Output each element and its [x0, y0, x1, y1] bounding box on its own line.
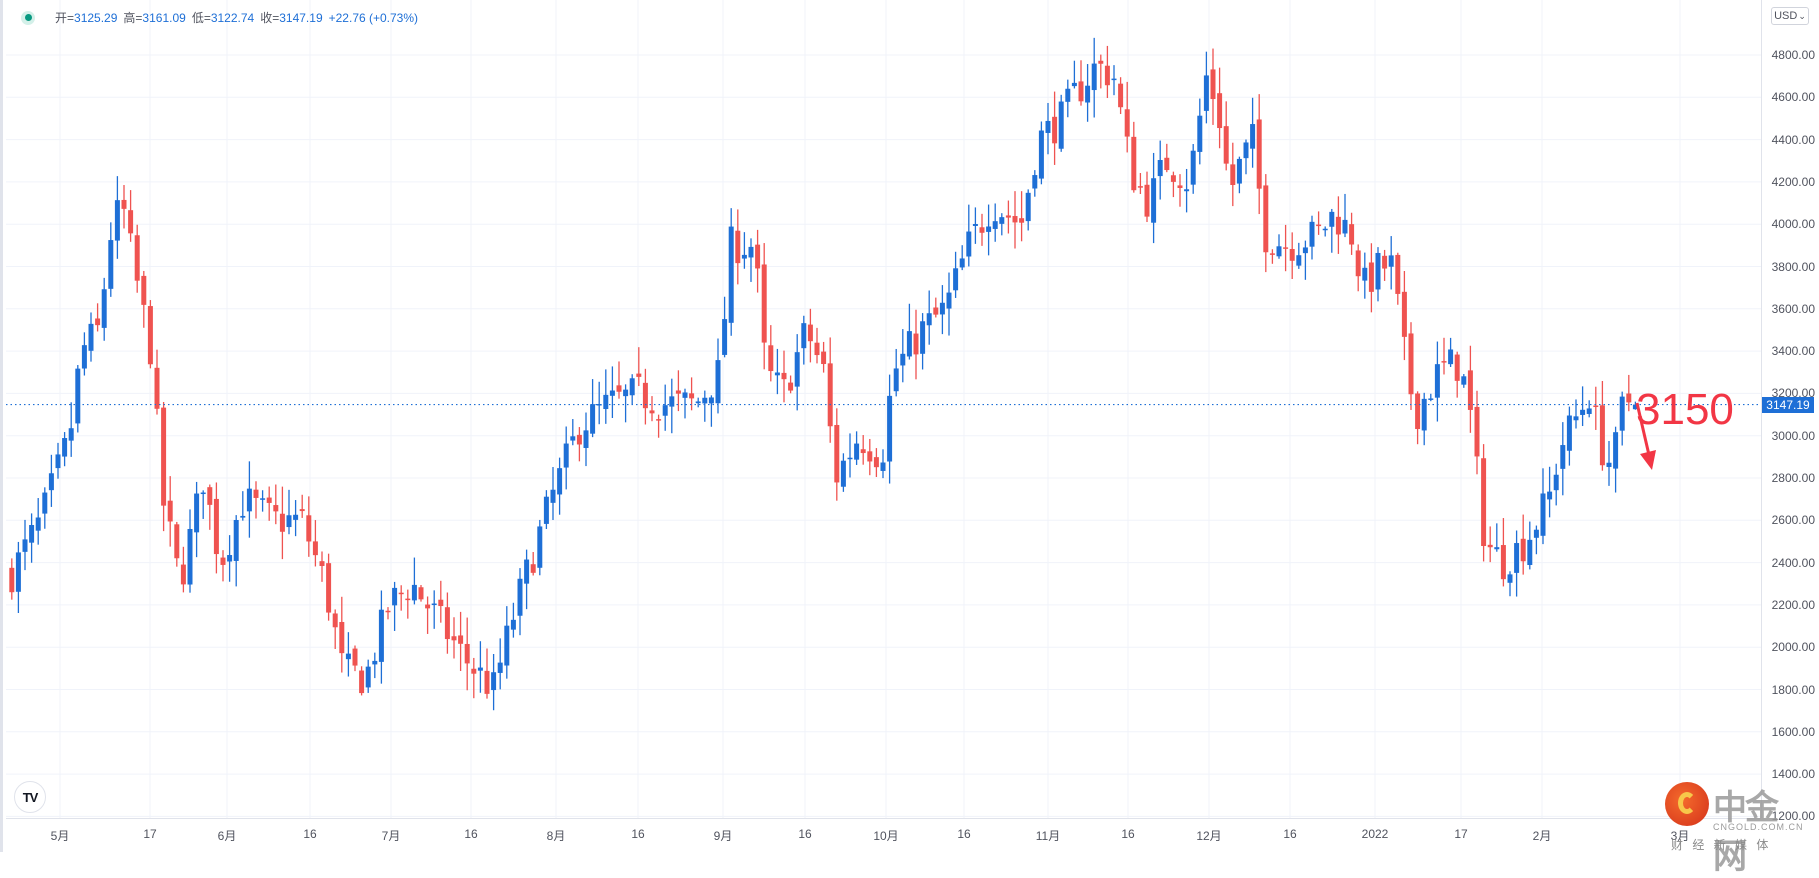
annotation-3150: 3150	[1636, 385, 1734, 434]
open-label: 开=	[55, 11, 75, 25]
price-tick-label: 1800.00	[1771, 682, 1815, 697]
chevron-down-icon: ⌄	[1798, 10, 1806, 21]
time-tick-label: 16	[798, 827, 812, 841]
price-tick-label: 3000.00	[1771, 428, 1815, 443]
status-dot-icon	[21, 10, 35, 25]
price-tick-label: 3400.00	[1771, 344, 1815, 359]
price-tick-label: 1400.00	[1771, 767, 1815, 782]
close-label: 收=	[260, 11, 280, 25]
price-tick-label: 2800.00	[1771, 471, 1815, 485]
time-tick-label: 8月	[546, 829, 566, 843]
time-tick-label: 17	[143, 827, 157, 841]
last-price-label: 3147.19	[1762, 396, 1814, 413]
time-tick-label: 16	[1283, 827, 1297, 841]
time-tick-label: 16	[631, 827, 645, 841]
candlestick-chart[interactable]	[6, 0, 1761, 818]
time-tick-label: 11月	[1035, 829, 1061, 843]
time-tick-label: 7月	[381, 829, 401, 843]
time-tick-label: 5月	[50, 829, 70, 843]
price-tick-label: 2400.00	[1771, 555, 1815, 570]
time-tick-label: 16	[464, 827, 478, 841]
change-value: +22.76 (+0.73%)	[328, 10, 419, 25]
time-tick-label: 2月	[1532, 829, 1552, 843]
time-tick-label: 2022	[1361, 827, 1389, 841]
price-tick-label: 1200.00	[1771, 809, 1815, 824]
price-tick-label: 4000.00	[1771, 217, 1815, 232]
tradingview-logo-icon[interactable]: TV	[14, 781, 46, 813]
price-tick-label: 2200.00	[1771, 597, 1815, 612]
price-tick-label: 4800.00	[1771, 48, 1815, 62]
price-tick-label: 1600.00	[1771, 724, 1815, 739]
time-tick-label: 16	[303, 827, 317, 841]
time-tick-label: 6月	[217, 829, 237, 843]
open-value: 3125.29	[74, 10, 118, 25]
time-tick-label: 16	[1121, 827, 1135, 841]
time-tick-label: 10月	[873, 829, 899, 843]
watermark-url: CNGOLD.COM.CN	[1713, 822, 1804, 832]
time-tick-label: 12月	[1196, 829, 1222, 843]
currency-select[interactable]: USD ⌄	[1771, 7, 1809, 25]
price-tick-label: 4600.00	[1771, 90, 1815, 105]
down-arrow-icon	[1635, 402, 1656, 470]
price-tick-label: 4400.00	[1771, 132, 1815, 147]
time-tick-label: 3月	[1670, 829, 1690, 843]
time-axis[interactable]: 5月 17 6月 16 7月 16 8月 16 9月 16 10月 16 11月 16 12月 16 2022 1…	[6, 818, 1761, 853]
low-value: 3122.74	[210, 10, 255, 25]
close-value: 3147.19	[279, 10, 323, 25]
low-label: 低=	[191, 11, 211, 25]
time-tick-label: 17	[1454, 827, 1468, 841]
ohlc-legend: 开= 3125.29 高= 3161.09 低= 3122.74 收= 3147…	[21, 9, 424, 26]
price-tick-label: 3800.00	[1771, 259, 1815, 274]
chart-plot-area[interactable]	[6, 0, 1761, 818]
currency-label: USD	[1774, 10, 1798, 22]
time-tick-label: 9月	[713, 829, 733, 843]
high-value: 3161.09	[142, 10, 186, 25]
price-tick-label: 2000.00	[1771, 640, 1815, 655]
time-tick-label: 16	[957, 827, 971, 841]
price-tick-label: 2600.00	[1771, 513, 1815, 528]
cngold-watermark: 中金网 CNGOLD.COM.CN 财 经 新 媒 体	[1665, 780, 1803, 877]
watermark-subtitle: 财 经 新 媒 体	[1671, 838, 1772, 852]
price-tick-label: 4200.00	[1771, 174, 1815, 189]
cngold-logo-icon	[1665, 782, 1709, 826]
price-tick-label: 3600.00	[1771, 301, 1815, 316]
high-label: 高=	[123, 11, 143, 25]
